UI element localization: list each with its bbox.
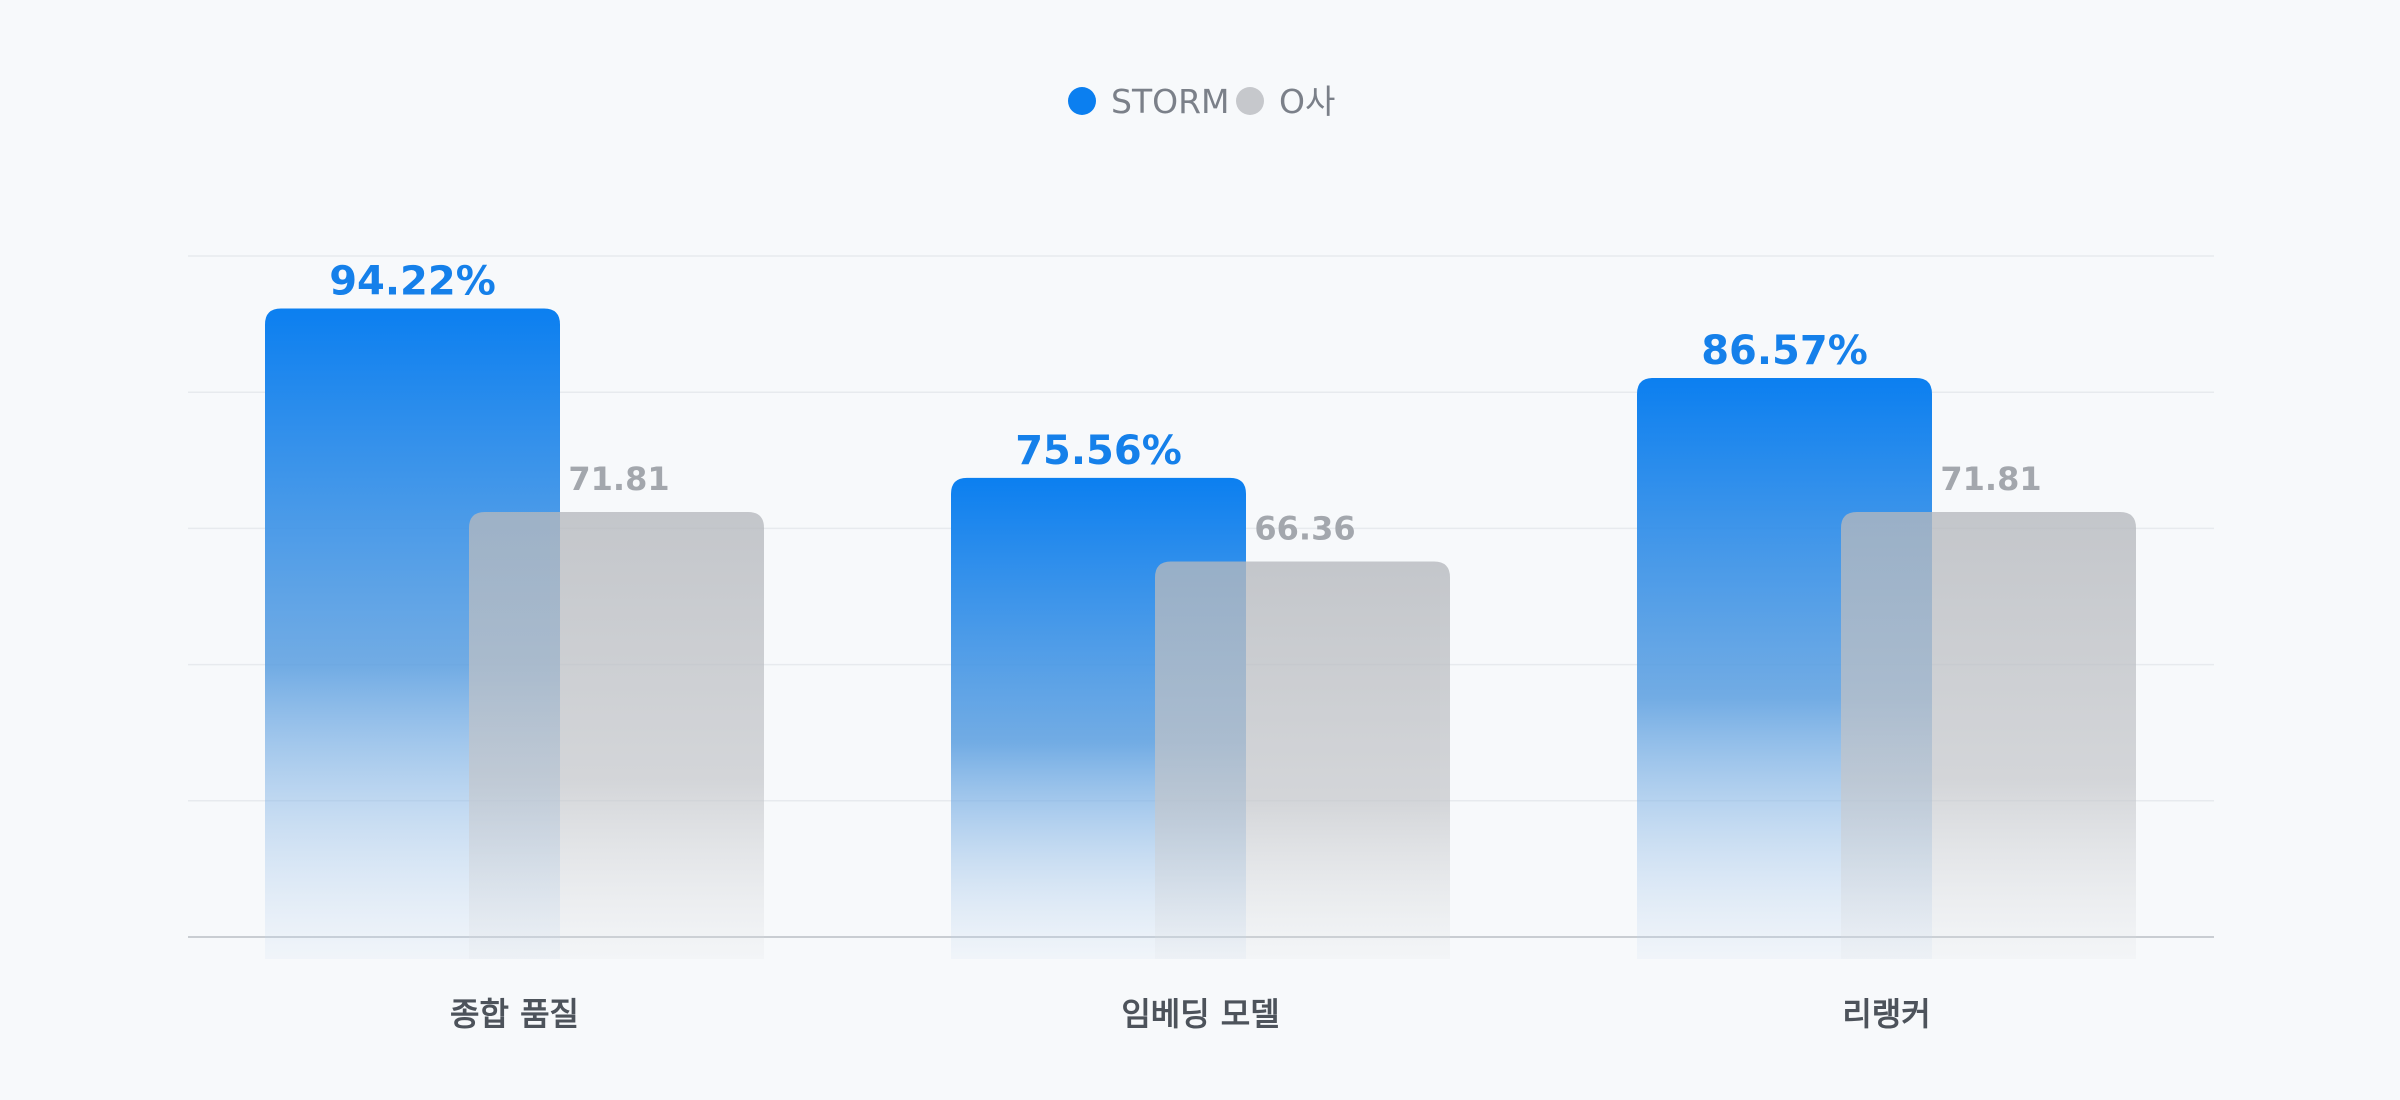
legend: STORM O사 [1068, 82, 1335, 121]
value-label-storm-2: 75.56% [1015, 428, 1182, 474]
value-labels: 94.22% 71.81 75.56% 66.36 86.57% 71.81 [329, 258, 2041, 547]
category-label-3: 리랭커 [1842, 995, 1930, 1033]
legend-marker-storm [1068, 87, 1096, 115]
legend-label-storm: STORM [1111, 82, 1229, 121]
bar-o-3 [1841, 511, 2136, 959]
legend-label-o: O사 [1279, 82, 1335, 121]
value-label-storm-1: 94.22% [329, 258, 496, 304]
bars [265, 308, 2136, 959]
value-label-storm-3: 86.57% [1701, 328, 1868, 374]
bar-o-2 [1155, 561, 1450, 959]
category-label-1: 종합 품질 [450, 995, 579, 1033]
category-label-2: 임베딩 모델 [1121, 995, 1279, 1033]
legend-marker-o [1236, 87, 1264, 115]
value-label-o-1: 71.81 [568, 460, 669, 498]
value-label-o-3: 71.81 [1940, 460, 2041, 498]
bar-o-1 [469, 511, 764, 959]
value-label-o-2: 66.36 [1254, 509, 1355, 547]
category-labels: 종합 품질 임베딩 모델 리랭커 [450, 995, 1931, 1033]
